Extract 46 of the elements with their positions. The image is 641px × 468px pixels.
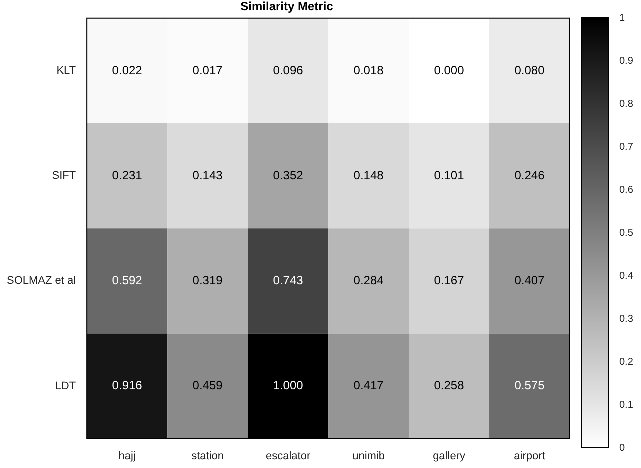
data-label: 0.148 [354, 168, 384, 182]
data-label: 0.319 [192, 273, 224, 288]
data-label: 0.352 [273, 168, 304, 182]
y-tick-label: SIFT [52, 170, 76, 182]
data-label: 0.417 [354, 378, 384, 393]
data-label: 0.022 [112, 63, 143, 78]
data-label: 0.258 [434, 378, 465, 393]
data-label: 0.017 [192, 63, 224, 78]
data-label: 0.592 [112, 273, 143, 288]
color-bar-label: 0.5 [620, 228, 634, 239]
color-bar-label: 0.1 [620, 400, 634, 411]
data-label: 0.284 [354, 273, 384, 288]
y-tick-label: SOLMAZ et al [7, 275, 76, 288]
color-bar-label: 0.6 [620, 184, 634, 196]
color-bar-label: 0.2 [620, 356, 634, 368]
x-tick-label: station [192, 450, 224, 462]
data-label: 0.080 [514, 63, 546, 78]
data-label: 0.916 [112, 378, 143, 393]
x-tick-label: unimib [352, 450, 385, 462]
y-tick-label: KLT [56, 64, 76, 77]
color-bar-label: 0.9 [620, 56, 634, 67]
x-tick-label: hajj [118, 450, 136, 462]
x-tick-label: escalator [266, 450, 311, 462]
data-label: 1.000 [273, 378, 304, 393]
color-bar-label: 0.3 [620, 314, 634, 325]
data-label: 0.407 [514, 273, 546, 288]
data-label: 0.096 [273, 63, 304, 78]
data-label: 0.575 [514, 378, 546, 393]
y-tick-label: LDT [55, 380, 76, 392]
data-label: 0.018 [354, 63, 384, 78]
color-bar-label: 0.7 [620, 142, 634, 153]
data-label: 0.231 [112, 168, 143, 182]
color-bar-label: 0.8 [620, 98, 634, 110]
data-label: 0.143 [192, 168, 224, 182]
data-label: 0.246 [514, 168, 546, 182]
data-label: 0.459 [192, 378, 224, 393]
data-label: 0.743 [273, 273, 304, 288]
data-label: 0.101 [434, 168, 465, 182]
x-tick-label: airport [514, 450, 546, 462]
chart-title: Similarity Metric [240, 0, 334, 14]
color-bar-label: 1 [620, 12, 626, 24]
color-bar-label: 0 [620, 442, 626, 454]
data-label: 0.000 [434, 63, 465, 78]
data-label: 0.167 [434, 273, 465, 288]
color-bar-label: 0.4 [620, 270, 634, 282]
x-tick-label: gallery [433, 450, 466, 462]
